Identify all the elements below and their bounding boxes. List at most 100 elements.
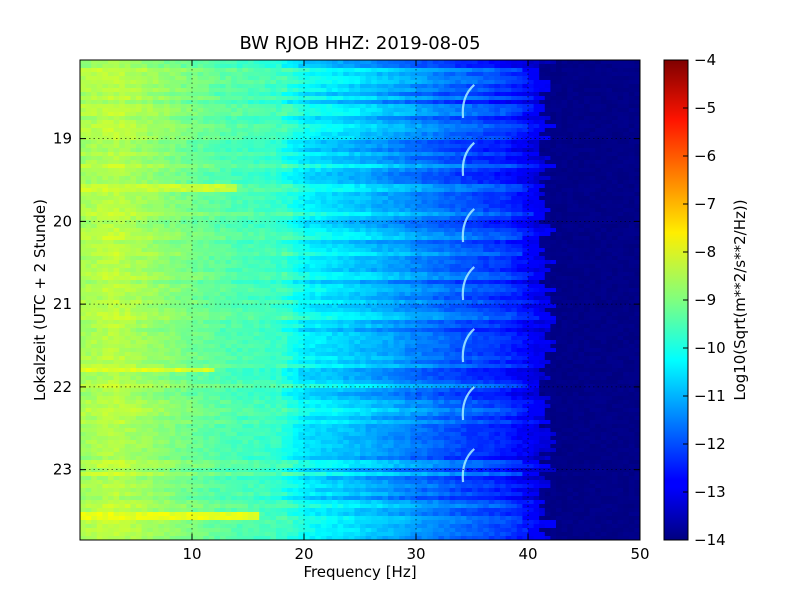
heatmap-cell (315, 172, 322, 177)
heatmap-cell (292, 244, 299, 249)
heatmap-cell (180, 216, 187, 221)
heatmap-cell (606, 164, 613, 169)
heatmap-cell (214, 236, 221, 241)
heatmap-cell (304, 168, 311, 173)
heatmap-cell (472, 136, 479, 141)
heatmap-cell (589, 212, 596, 217)
heatmap-cell (371, 92, 378, 97)
heatmap-cell (393, 72, 400, 77)
heatmap-cell (371, 80, 378, 85)
heatmap-cell (399, 152, 406, 157)
heatmap-cell (567, 104, 574, 109)
heatmap-cell (214, 92, 221, 97)
heatmap-cell (225, 204, 232, 209)
heatmap-cell (298, 248, 305, 253)
heatmap-cell (472, 108, 479, 113)
heatmap-cell (623, 244, 630, 249)
heatmap-cell (606, 212, 613, 217)
heatmap-cell (231, 156, 238, 161)
heatmap-cell (130, 224, 137, 229)
heatmap-cell (298, 164, 305, 169)
heatmap-cell (326, 72, 333, 77)
heatmap-cell (483, 84, 490, 89)
heatmap-cell (572, 180, 579, 185)
heatmap-cell (628, 72, 635, 77)
heatmap-cell (444, 160, 451, 165)
heatmap-cell (270, 84, 277, 89)
heatmap-cell (376, 192, 383, 197)
heatmap-cell (309, 60, 316, 65)
heatmap-cell (152, 232, 159, 237)
heatmap-cell (102, 116, 109, 121)
heatmap-cell (152, 84, 159, 89)
heatmap-cell (102, 108, 109, 113)
heatmap-cell (337, 80, 344, 85)
heatmap-cell (91, 220, 98, 225)
heatmap-cell (264, 120, 271, 125)
heatmap-cell (522, 180, 529, 185)
heatmap-cell (623, 248, 630, 253)
heatmap-cell (158, 200, 165, 205)
heatmap-cell (298, 168, 305, 173)
heatmap-cell (634, 176, 640, 181)
heatmap-cell (584, 152, 591, 157)
heatmap-cell (578, 180, 585, 185)
heatmap-cell (225, 252, 232, 257)
heatmap-cell (242, 200, 249, 205)
heatmap-cell (80, 80, 87, 85)
heatmap-cell (337, 180, 344, 185)
heatmap-cell (141, 60, 148, 65)
heatmap-cell (231, 132, 238, 137)
heatmap-cell (141, 112, 148, 117)
heatmap-cell (578, 68, 585, 73)
heatmap-cell (96, 220, 103, 225)
heatmap-cell (276, 212, 283, 217)
heatmap-cell (472, 152, 479, 157)
heatmap-cell (304, 208, 311, 213)
heatmap-cell (494, 108, 501, 113)
heatmap-cell (483, 228, 490, 233)
heatmap-cell (231, 216, 238, 221)
heatmap-cell (556, 76, 563, 81)
heatmap-cell (113, 60, 120, 65)
heatmap-cell (376, 232, 383, 237)
heatmap-cell (376, 244, 383, 249)
heatmap-cell (332, 180, 339, 185)
heatmap-cell (600, 80, 607, 85)
heatmap-cell (528, 140, 535, 145)
heatmap-cell (147, 72, 154, 77)
heatmap-cell (589, 120, 596, 125)
heatmap-cell (589, 180, 596, 185)
heatmap-cell (449, 164, 456, 169)
heatmap-cell (337, 136, 344, 141)
heatmap-cell (572, 128, 579, 133)
heatmap-cell (315, 60, 322, 65)
heatmap-cell (416, 152, 423, 157)
heatmap-cell (550, 64, 557, 69)
heatmap-cell (589, 76, 596, 81)
heatmap-cell (511, 128, 518, 133)
heatmap-cell (348, 140, 355, 145)
heatmap-cell (96, 176, 103, 181)
heatmap-cell (444, 152, 451, 157)
heatmap-cell (136, 96, 143, 101)
heatmap-cell (528, 168, 535, 173)
heatmap-cell (500, 144, 507, 149)
heatmap-cell (628, 180, 635, 185)
heatmap-cell (225, 100, 232, 105)
heatmap-cell (270, 236, 277, 241)
heatmap-cell (365, 132, 372, 137)
heatmap-cell (427, 64, 434, 69)
heatmap-cell (242, 252, 249, 257)
heatmap-cell (505, 244, 512, 249)
heatmap-cell (623, 252, 630, 257)
heatmap-cell (438, 116, 445, 121)
heatmap-cell (141, 256, 148, 261)
heatmap-cell (388, 180, 395, 185)
heatmap-cell (567, 180, 574, 185)
heatmap-cell (270, 240, 277, 245)
heatmap-cell (449, 84, 456, 89)
heatmap-cell (421, 92, 428, 97)
heatmap-cell (500, 196, 507, 201)
heatmap-cell (516, 88, 523, 93)
